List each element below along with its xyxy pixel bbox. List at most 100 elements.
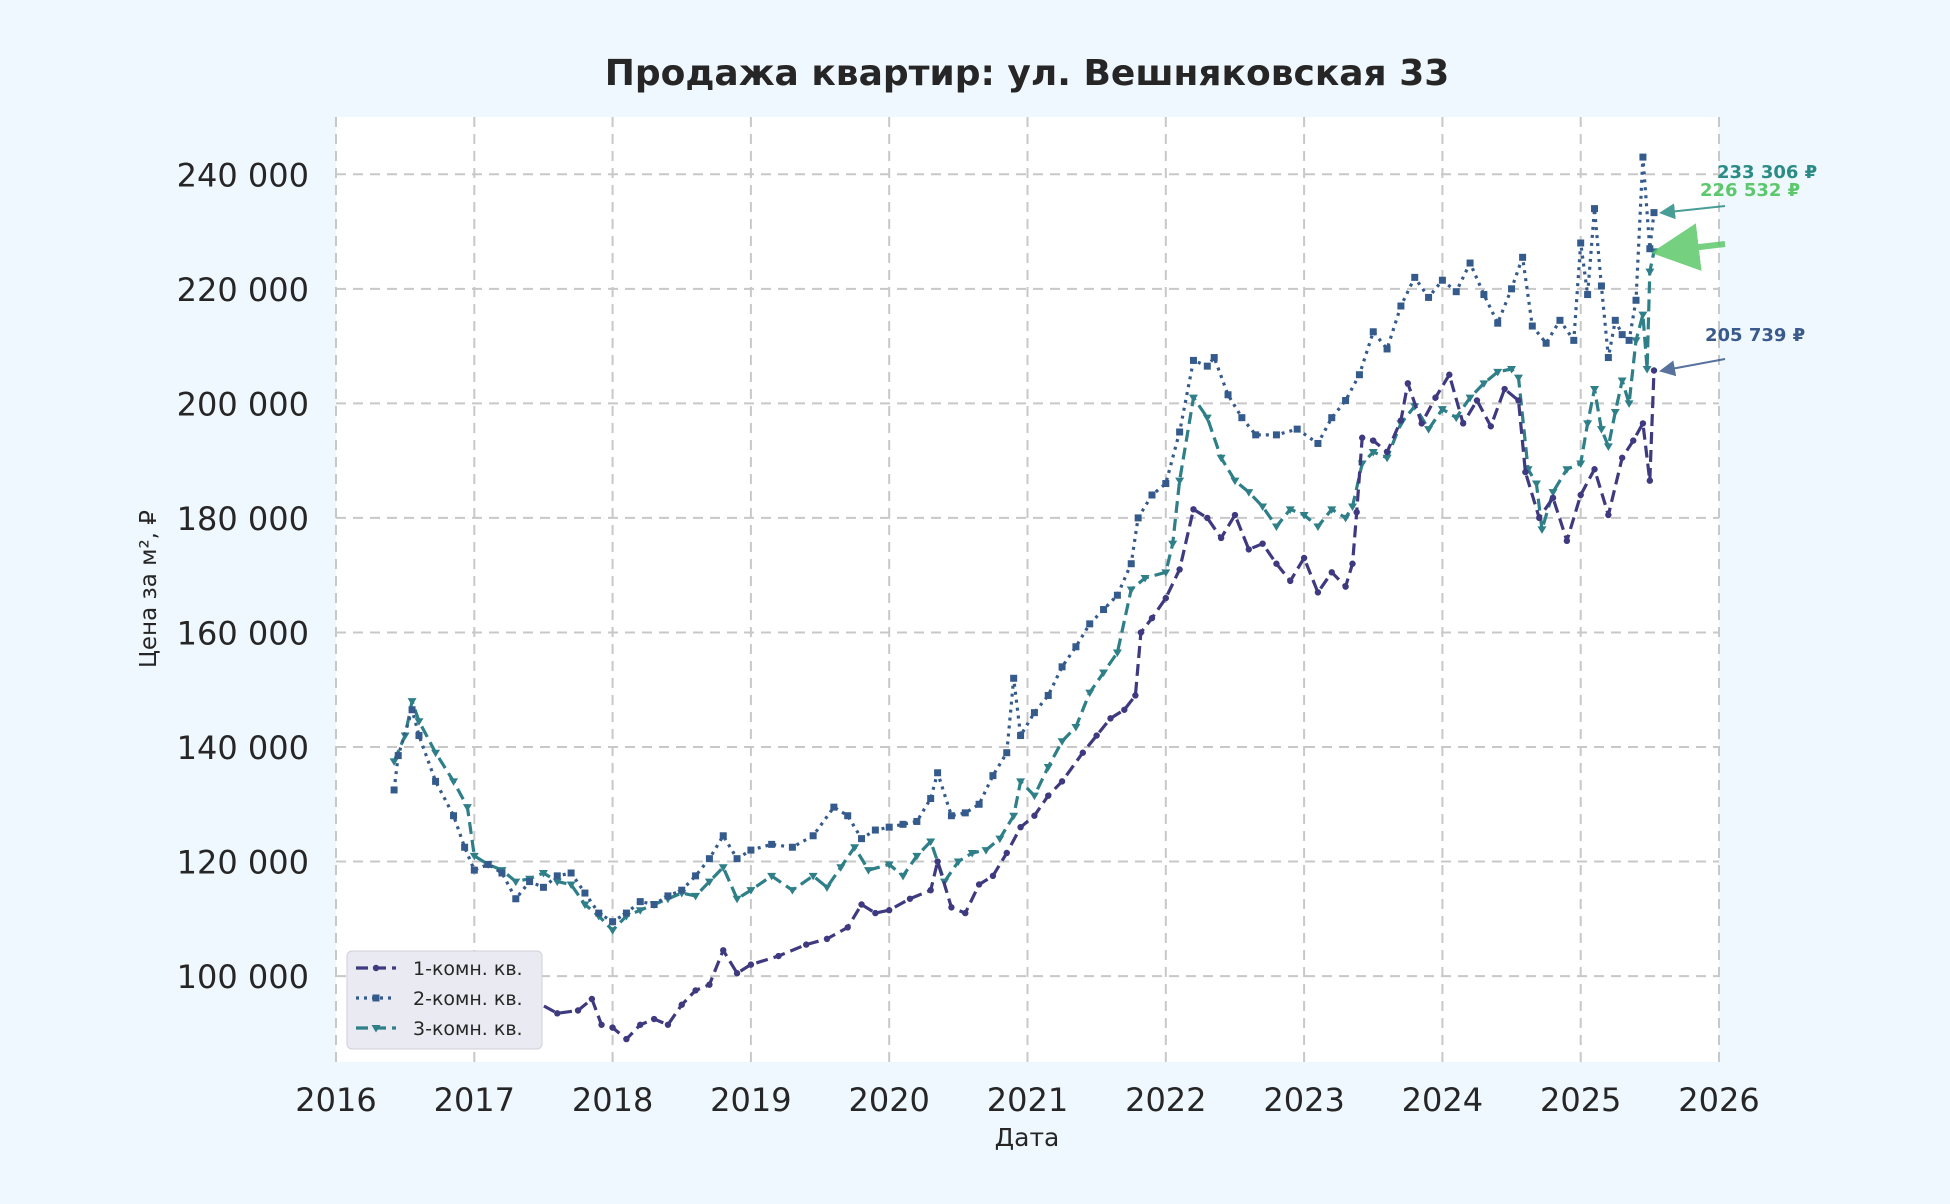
data-point xyxy=(1562,466,1572,474)
data-point xyxy=(1189,356,1197,364)
x-tick-label: 2026 xyxy=(1678,1081,1759,1119)
data-point xyxy=(706,981,713,988)
data-point xyxy=(1204,514,1211,522)
data-point xyxy=(1314,439,1322,447)
data-point xyxy=(1536,514,1543,522)
data-point xyxy=(1556,316,1564,324)
data-point xyxy=(872,909,879,917)
data-point xyxy=(732,895,742,904)
data-point xyxy=(1358,434,1366,441)
data-point xyxy=(733,970,741,977)
data-point xyxy=(1285,506,1295,514)
data-point xyxy=(692,872,700,880)
data-point xyxy=(512,895,520,903)
data-point xyxy=(650,901,658,908)
y-tick-label: 220 000 xyxy=(177,271,309,309)
data-point xyxy=(1650,367,1658,374)
data-point xyxy=(1646,245,1654,253)
data-point xyxy=(1576,460,1586,468)
data-point xyxy=(407,698,417,706)
data-point xyxy=(720,947,727,954)
series-1 xyxy=(390,367,1658,1043)
data-point xyxy=(1650,209,1658,217)
data-point xyxy=(1003,849,1010,857)
data-point xyxy=(995,835,1005,844)
data-point xyxy=(898,872,908,881)
data-point xyxy=(623,1035,630,1043)
data-point xyxy=(1287,577,1294,585)
x-tick-label: 2025 xyxy=(1540,1081,1621,1119)
annotation-arrow xyxy=(1659,203,1726,220)
data-point xyxy=(809,832,817,840)
data-point xyxy=(1127,560,1135,568)
data-point xyxy=(1508,285,1516,293)
data-point xyxy=(1570,336,1578,344)
data-point xyxy=(1259,540,1266,547)
data-point xyxy=(1528,322,1536,330)
data-point xyxy=(664,892,672,900)
data-point xyxy=(961,809,969,817)
annotation-label: 205 739 ₽ xyxy=(1705,325,1805,346)
y-tick-label: 120 000 xyxy=(177,844,309,882)
data-point xyxy=(1639,153,1647,161)
y-tick-label: 160 000 xyxy=(177,614,309,652)
data-point xyxy=(1258,503,1268,511)
data-point xyxy=(912,852,922,861)
data-point xyxy=(1451,414,1461,423)
data-point xyxy=(836,864,846,872)
data-point xyxy=(1029,792,1039,801)
data-point xyxy=(1531,480,1541,489)
data-point xyxy=(850,844,860,852)
data-point xyxy=(450,812,458,820)
data-point xyxy=(1583,420,1593,428)
legend: 1-комн. кв. 2-комн. кв. 3-комн. кв. xyxy=(346,950,543,1050)
data-point xyxy=(1397,417,1405,424)
data-point xyxy=(1487,423,1495,430)
data-point xyxy=(1341,514,1351,523)
data-point xyxy=(1638,311,1648,320)
data-point xyxy=(768,840,776,848)
data-point xyxy=(1086,620,1094,628)
data-point xyxy=(664,1021,672,1028)
data-point xyxy=(1642,366,1652,374)
data-point xyxy=(1411,273,1419,281)
data-point xyxy=(1162,594,1170,602)
data-point xyxy=(1238,414,1246,422)
data-point xyxy=(462,804,472,812)
data-point xyxy=(498,869,506,877)
data-point xyxy=(858,835,866,843)
data-point xyxy=(975,881,983,888)
data-point xyxy=(913,817,921,825)
data-point xyxy=(803,941,810,948)
data-point xyxy=(1515,397,1522,404)
data-point xyxy=(705,855,713,863)
data-point xyxy=(967,849,977,858)
data-point xyxy=(552,878,562,887)
data-point xyxy=(1224,391,1232,399)
data-point xyxy=(1045,792,1052,799)
data-point xyxy=(1501,385,1508,393)
data-point xyxy=(1370,437,1377,444)
x-tick-label: 2022 xyxy=(1125,1081,1206,1119)
data-point xyxy=(1107,715,1114,722)
data-point xyxy=(1342,583,1349,590)
data-point xyxy=(1293,425,1301,433)
data-point xyxy=(1519,253,1527,261)
data-point xyxy=(469,852,479,861)
data-point xyxy=(574,1007,582,1014)
annotation-arrow xyxy=(1651,223,1726,271)
data-point xyxy=(678,886,686,894)
data-point xyxy=(1161,569,1171,577)
data-point xyxy=(1175,477,1185,486)
data-point xyxy=(767,872,777,881)
chart-title: Продажа квартир: ул. Вешняковская 33 xyxy=(605,53,1450,94)
annotation-label: 233 306 ₽ xyxy=(1717,162,1817,183)
data-point xyxy=(1137,629,1145,636)
data-point xyxy=(1466,259,1474,267)
data-point xyxy=(1058,663,1066,671)
data-point xyxy=(1327,506,1337,514)
data-point xyxy=(678,1001,685,1008)
series-line xyxy=(392,370,1656,1041)
data-point xyxy=(1479,380,1489,388)
data-point xyxy=(1188,394,1198,403)
